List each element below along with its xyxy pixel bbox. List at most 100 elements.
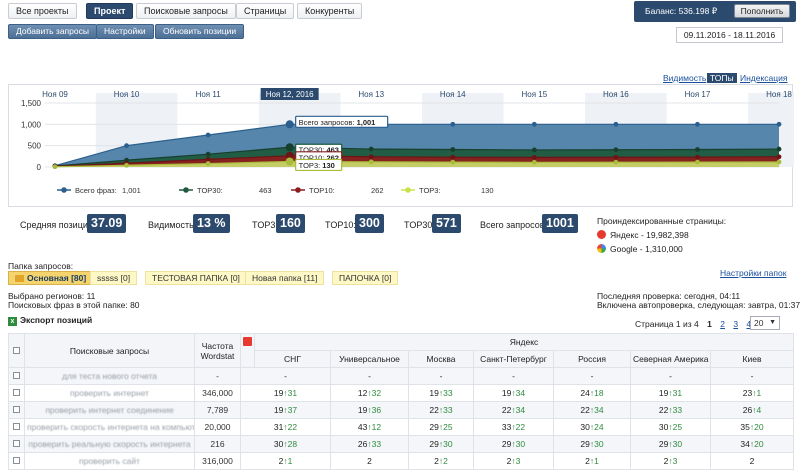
nav-tab-pages[interactable]: Страницы xyxy=(236,3,295,19)
position-cell: 19↑31 xyxy=(240,384,331,402)
query-text[interactable]: проверить реальную скорость интернета xyxy=(28,439,191,449)
folder-new[interactable]: Новая папка [11] xyxy=(245,271,325,285)
folder-settings-link[interactable]: Настройки папок xyxy=(720,268,787,278)
row-checkbox-cell xyxy=(8,452,25,470)
frequency-cell: 20,000 xyxy=(194,418,241,436)
query-cell[interactable]: для теста нового отчета xyxy=(24,367,195,385)
legend-value: 463 xyxy=(259,186,272,195)
excel-icon: x xyxy=(8,317,17,326)
col-query[interactable]: Поисковые запросы xyxy=(24,333,195,368)
col-frequency[interactable]: Частота Wordstat xyxy=(194,333,241,368)
position-change: ↑2 xyxy=(438,456,448,466)
chart-point xyxy=(368,146,374,152)
query-cell[interactable]: проверить интернет соединение xyxy=(24,401,195,419)
chart-tab-tops[interactable]: ТОПы xyxy=(707,73,737,83)
total-queries-label: Всего запросов: xyxy=(480,220,548,230)
chart-y-tick: 1,000 xyxy=(21,120,42,129)
col-region[interactable]: Киев xyxy=(709,350,795,368)
settings-button[interactable]: Настройки xyxy=(96,24,154,39)
query-cell[interactable]: проверить скорость интернета на компьюте… xyxy=(24,418,195,436)
position-value: 22 xyxy=(658,405,669,415)
chart-tab-indexing-label[interactable]: Индексация xyxy=(740,73,788,83)
col-region[interactable]: Москва xyxy=(408,350,474,368)
row-checkbox[interactable] xyxy=(13,406,20,413)
col-region[interactable]: Северная Америка xyxy=(630,350,711,368)
query-cell[interactable]: проверить интернет xyxy=(24,384,195,402)
query-cell[interactable]: проверить реальную скорость интернета xyxy=(24,435,195,453)
table-row[interactable]: проверить интернет соединение 7,789 19↑37 1… xyxy=(8,401,795,419)
positions-table: Поисковые запросы Частота Wordstat Яндек… xyxy=(8,333,795,470)
page-1[interactable]: 1 xyxy=(707,319,712,329)
folder-test[interactable]: ТЕСТОВАЯ ПАПКА [0] xyxy=(145,271,247,285)
position-cell: - xyxy=(240,367,331,385)
date-range-picker[interactable]: 09.11.2016 - 18.11.2016 xyxy=(676,27,783,43)
table-row[interactable]: для теста нового отчета - - - - - - - - xyxy=(8,367,795,385)
chart-x-tick: Ноя 11 xyxy=(196,90,222,99)
row-checkbox[interactable] xyxy=(13,440,20,447)
position-value: 26 xyxy=(742,405,753,415)
spacer-cell xyxy=(240,350,255,368)
query-text[interactable]: проверить скорость интернета на компьюте… xyxy=(27,422,195,432)
col-region[interactable]: Санкт-Петербург xyxy=(473,350,554,368)
select-all-checkbox[interactable] xyxy=(13,346,20,354)
position-cell: 2↑1 xyxy=(240,452,331,470)
nav-tab-all-projects[interactable]: Все проекты xyxy=(8,3,77,19)
chart-tooltip-box xyxy=(295,158,343,172)
query-cell[interactable]: проверить сайт xyxy=(24,452,195,470)
topup-button[interactable]: Пополнить xyxy=(734,4,790,18)
per-page-select[interactable]: 20 ▼ xyxy=(750,316,780,330)
row-checkbox-cell xyxy=(8,401,25,419)
query-text[interactable]: для теста нового отчета xyxy=(62,371,157,381)
col-region[interactable]: Россия xyxy=(553,350,631,368)
page-4[interactable]: 4 xyxy=(746,319,752,329)
chart-x-tick: Ноя 18 xyxy=(766,90,792,99)
table-row[interactable]: проверить сайт 316,000 2↑1 2 2↑2 2↑3 2↑1 2↑3 2 xyxy=(8,452,795,470)
folder-main[interactable]: Основная [80] xyxy=(8,271,94,285)
position-cell: 30↑25 xyxy=(630,418,711,436)
page-3[interactable]: 3 xyxy=(733,319,739,329)
frequency-cell: 7,789 xyxy=(194,401,241,419)
folder-papochka[interactable]: ПАПОЧКА [0] xyxy=(332,271,399,285)
position-cell: 31↑22 xyxy=(240,418,331,436)
chart-point xyxy=(776,154,782,160)
query-text[interactable]: проверить сайт xyxy=(79,456,140,466)
col-region[interactable]: Универсальное xyxy=(330,350,409,368)
nav-tab-search-queries[interactable]: Поисковые запросы xyxy=(136,3,236,19)
row-checkbox[interactable] xyxy=(13,372,20,379)
frequency-cell: 346,000 xyxy=(194,384,241,402)
update-positions-button[interactable]: Обновить позиции xyxy=(155,24,245,39)
query-text[interactable]: проверить интернет xyxy=(69,388,150,398)
last-check-text: Последняя проверка: сегодня, 04:11 xyxy=(597,291,741,301)
chart-point xyxy=(776,121,782,127)
table-row[interactable]: проверить реальную скорость интернета 216… xyxy=(8,435,795,453)
chart-tab-indexing[interactable]: Индексация xyxy=(740,73,788,83)
nav-tab-competitors[interactable]: Конкуренты xyxy=(297,3,363,19)
folder-sssss[interactable]: sssss [0] xyxy=(90,271,138,285)
position-value: 2 xyxy=(749,456,755,466)
query-text[interactable]: проверить интернет соединение xyxy=(45,405,174,415)
export-positions-button[interactable]: x Экспорт позиций xyxy=(8,315,92,326)
add-queries-button[interactable]: Добавить запросы xyxy=(8,24,97,39)
chart-tab-visibility-label[interactable]: Видимость xyxy=(663,73,707,83)
row-checkbox[interactable] xyxy=(13,423,20,430)
autocheck-text: Включена автопроверка, следующая: завтра… xyxy=(597,300,800,310)
position-cell: 26↑4 xyxy=(709,401,795,419)
table-row[interactable]: проверить интернет 346,000 19↑31 12↑32 19↑33… xyxy=(8,384,795,402)
position-value: 22 xyxy=(501,405,512,415)
chart-tab-tops-label[interactable]: ТОПы xyxy=(707,73,737,83)
chart-tab-visibility[interactable]: Видимость xyxy=(663,73,706,83)
page-2[interactable]: 2 xyxy=(720,319,725,329)
position-cell: 24↑18 xyxy=(553,384,631,402)
table-row[interactable]: проверить скорость интернета на компьюте… xyxy=(8,418,795,436)
position-value: 19 xyxy=(273,405,284,415)
row-checkbox[interactable] xyxy=(13,457,20,464)
nav-tab-project[interactable]: Проект xyxy=(86,3,134,19)
chart-point xyxy=(285,151,294,160)
chart-point xyxy=(450,154,456,160)
yandex-engine-icon xyxy=(243,337,252,347)
position-value: 19 xyxy=(273,388,284,398)
position-change: ↑32 xyxy=(367,388,382,398)
col-region[interactable]: СНГ xyxy=(254,350,331,368)
position-cell: 26↑33 xyxy=(330,435,409,453)
row-checkbox[interactable] xyxy=(13,389,20,396)
